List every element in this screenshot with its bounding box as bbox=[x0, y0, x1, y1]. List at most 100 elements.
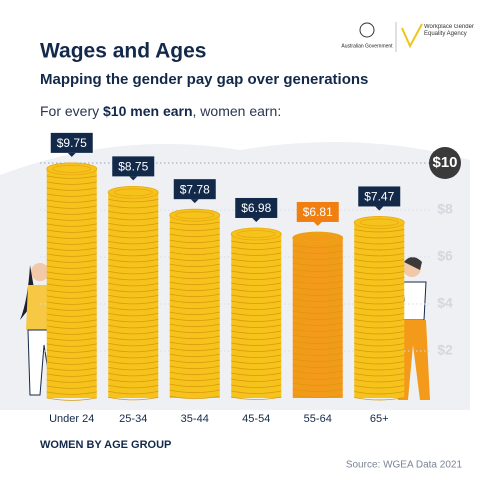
coin-edge bbox=[108, 348, 159, 353]
value-label-box bbox=[112, 156, 155, 177]
coin-edge bbox=[231, 360, 282, 364]
coin-edge bbox=[292, 310, 343, 314]
coin-edge bbox=[169, 305, 220, 310]
coin-top bbox=[169, 208, 221, 222]
x-axis-label: WOMEN BY AGE GROUP bbox=[40, 439, 171, 451]
coin-edge bbox=[292, 268, 343, 272]
value-label: $6.98 bbox=[241, 201, 271, 215]
coin-edge bbox=[231, 390, 282, 394]
coin-edge bbox=[46, 205, 97, 209]
value-label-box bbox=[173, 179, 216, 200]
coin-edge bbox=[108, 282, 159, 287]
coin-edge bbox=[354, 397, 405, 401]
coin-edge bbox=[108, 378, 159, 383]
coin-edge bbox=[46, 337, 97, 341]
coin-edge bbox=[108, 276, 159, 281]
coin-edge bbox=[354, 283, 405, 287]
coin-stack bbox=[353, 216, 405, 401]
coin-edge bbox=[108, 288, 159, 293]
coin-edge bbox=[169, 299, 220, 304]
coin-edge bbox=[46, 187, 97, 191]
coin-edge bbox=[231, 246, 282, 250]
coin-edge bbox=[169, 275, 220, 280]
coin-edge bbox=[46, 313, 97, 317]
coin-edge bbox=[231, 318, 282, 322]
coin-edge bbox=[46, 181, 97, 185]
coin-edge bbox=[169, 227, 220, 232]
coin-body bbox=[108, 192, 159, 398]
x-tick-label: 55-64 bbox=[304, 413, 332, 425]
coin-edge bbox=[231, 312, 282, 316]
hair bbox=[404, 257, 422, 270]
coin-edge bbox=[292, 328, 343, 332]
coin-edge bbox=[354, 337, 405, 341]
coin-edge bbox=[354, 271, 405, 275]
coin-edge bbox=[108, 366, 159, 371]
y-tick-label: $4 bbox=[437, 295, 453, 311]
coin-edge bbox=[169, 251, 220, 256]
coin-edge bbox=[354, 385, 405, 389]
coin-edge bbox=[169, 341, 220, 346]
coin-edge bbox=[108, 342, 159, 347]
coin-edge bbox=[169, 335, 220, 340]
coin-stack bbox=[46, 162, 98, 401]
coin-edge bbox=[46, 295, 97, 299]
coin-edge bbox=[292, 316, 343, 320]
coin-edge bbox=[46, 391, 97, 395]
coin-edge bbox=[46, 379, 97, 383]
coin-edge bbox=[292, 322, 343, 326]
x-tick-label: Under 24 bbox=[49, 413, 94, 425]
coin-edge bbox=[46, 307, 97, 311]
coin-edge bbox=[46, 373, 97, 377]
coin-edge bbox=[354, 379, 405, 383]
coin-edge bbox=[292, 292, 343, 296]
value-label-box bbox=[358, 186, 401, 207]
logos: Australian Government Workplace Gender E… bbox=[341, 22, 474, 52]
coin-edge bbox=[292, 262, 343, 266]
coin-edge bbox=[354, 373, 405, 377]
coin-edge bbox=[46, 247, 97, 251]
coin-edge bbox=[231, 300, 282, 304]
y-tick-label: $6 bbox=[437, 248, 453, 264]
coin-face bbox=[236, 230, 276, 238]
coin-edge bbox=[108, 264, 159, 269]
coin-edge bbox=[231, 240, 282, 244]
coin-edge bbox=[354, 325, 405, 329]
lead-pre: For every bbox=[40, 103, 99, 119]
coin-edge bbox=[169, 383, 220, 388]
coin-edge bbox=[108, 198, 159, 203]
value-label: $7.47 bbox=[364, 190, 394, 204]
coin-edge bbox=[169, 257, 220, 262]
coin-edge bbox=[46, 193, 97, 197]
coin-top bbox=[353, 216, 405, 229]
coin-edge bbox=[354, 367, 405, 371]
coin-edge bbox=[354, 277, 405, 281]
coin-edge bbox=[108, 312, 159, 317]
coin-edge bbox=[108, 372, 159, 377]
coin-edge bbox=[46, 355, 97, 359]
value-label-pointer bbox=[375, 206, 384, 211]
coin-edge bbox=[108, 258, 159, 263]
coin-edge bbox=[292, 298, 343, 302]
coin-edge bbox=[46, 343, 97, 347]
coin-edge bbox=[169, 317, 220, 322]
coin-edge bbox=[354, 307, 405, 311]
coin-edge bbox=[292, 304, 343, 308]
coin-edge bbox=[46, 229, 97, 233]
head bbox=[31, 263, 49, 281]
y-tick-label: $10 bbox=[432, 154, 457, 171]
coin-edge bbox=[46, 367, 97, 371]
coin-edge bbox=[169, 329, 220, 334]
value-label: $9.75 bbox=[57, 136, 87, 150]
coin-edge bbox=[354, 295, 405, 299]
coin-edge bbox=[292, 352, 343, 356]
agency-logo-box: Workplace Gender Equality Agency bbox=[424, 24, 474, 37]
coin-edge bbox=[231, 276, 282, 280]
agency-mark bbox=[401, 23, 423, 49]
coin-edge bbox=[169, 323, 220, 328]
coin-edge bbox=[46, 253, 97, 257]
coin-stack bbox=[107, 185, 159, 401]
coin-edge bbox=[354, 313, 405, 317]
coin-edge bbox=[292, 394, 343, 398]
